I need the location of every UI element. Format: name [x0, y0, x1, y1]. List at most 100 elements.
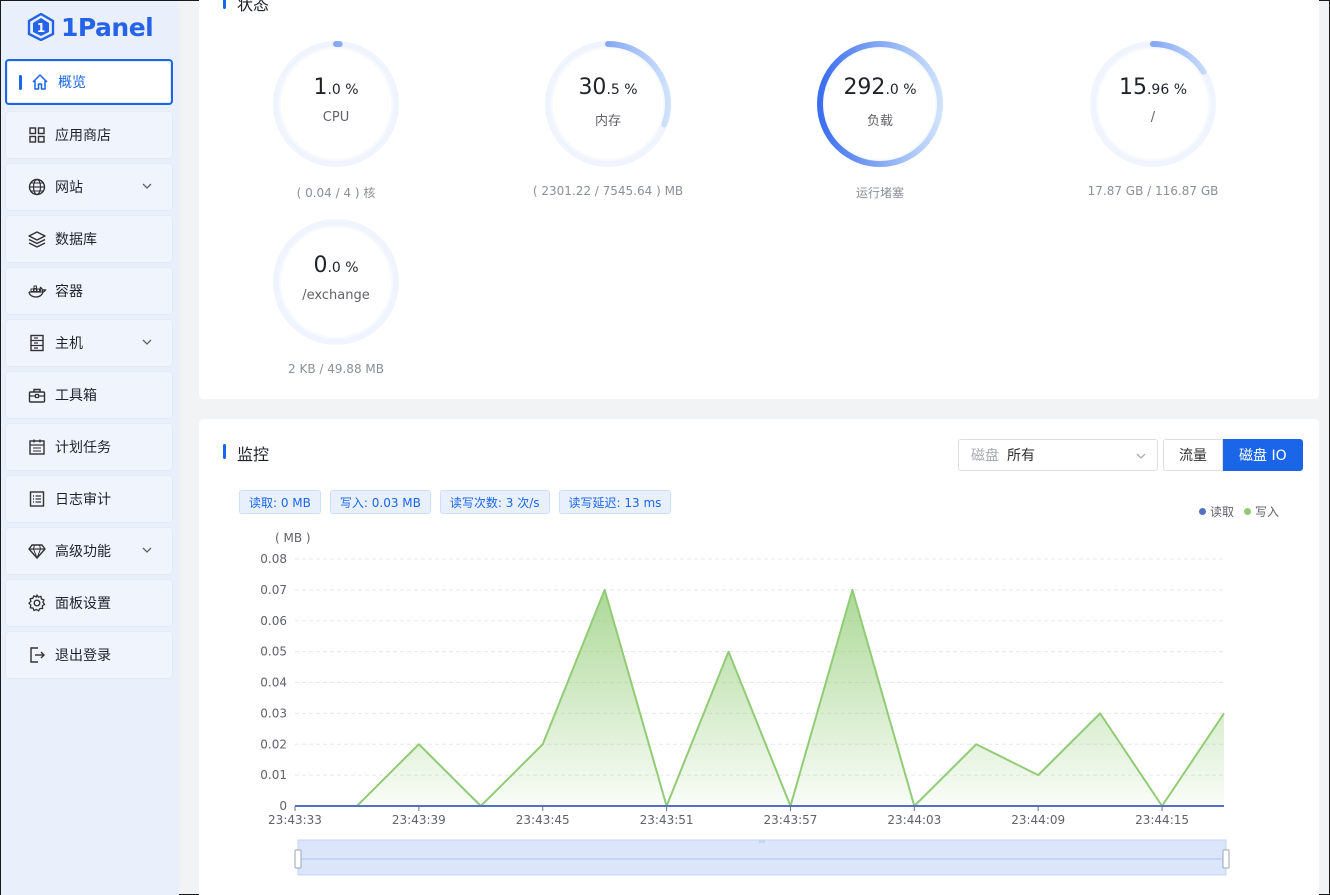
gauge-value-dec: .0 %: [327, 82, 359, 98]
zoom-slider-track[interactable]: [297, 839, 1227, 876]
gauge-sub: ( 0.04 / 4 ) 核: [296, 186, 376, 200]
gauge-sub: 运行堵塞: [855, 186, 904, 200]
gauge-value-int: 15: [1118, 75, 1147, 100]
read-tag: 读取: 0 MB: [239, 490, 321, 514]
gauge-value-int: 292: [843, 75, 886, 100]
sidebar-item-7[interactable]: 计划任务: [5, 423, 173, 471]
sidebar-menu: 概览应用商店网站数据库容器主机工具箱计划任务日志审计高级功能面板设置退出登录: [1, 59, 179, 679]
y-tick-label: 0.02: [260, 737, 287, 751]
sidebar-item-5[interactable]: 主机: [5, 319, 173, 367]
sidebar-item-label: 计划任务: [55, 440, 111, 456]
zoom-handle-left[interactable]: [294, 849, 302, 869]
sidebar-item-1[interactable]: 应用商店: [5, 111, 173, 159]
layers-icon: [27, 229, 47, 249]
status-card: 状态 1.0 % CPU( 0.04 / 4 ) 核 30.5 % 内存( 2301.…: [199, 0, 1319, 399]
gauge-sub: ( 2301.22 / 7545.64 ) MB: [532, 184, 684, 198]
disk-io-button[interactable]: 磁盘 IO: [1223, 439, 1303, 471]
sidebar-item-label: 数据库: [55, 232, 97, 248]
chevron-down-icon: [141, 180, 153, 192]
gauge-value: 1.0 %: [256, 75, 416, 100]
chevron-down-icon: [1136, 453, 1146, 459]
sidebar-item-9[interactable]: 高级功能: [5, 527, 173, 575]
sidebar-item-4[interactable]: 容器: [5, 267, 173, 315]
write-series-area: [295, 589, 1224, 806]
monitor-title: 监控: [222, 441, 269, 465]
sidebar-item-label: 面板设置: [55, 596, 111, 612]
x-tick-label: 23:43:39: [392, 813, 446, 827]
gauge-value-dec: .96 %: [1146, 82, 1188, 98]
zoom-handle-right[interactable]: [1222, 849, 1230, 869]
docker-icon: [27, 281, 47, 301]
gear-icon: [27, 593, 47, 613]
sidebar-item-3[interactable]: 数据库: [5, 215, 173, 263]
gauge-ring: [273, 41, 399, 167]
sidebar-item-label: 日志审计: [55, 492, 111, 508]
legend-read-label: 读取: [1210, 505, 1235, 519]
sidebar-item-label: 工具箱: [55, 388, 97, 404]
x-tick-label: 23:43:45: [516, 813, 570, 827]
traffic-button[interactable]: 流量: [1163, 439, 1223, 471]
home-icon: [30, 72, 50, 92]
chevron-down-icon: [141, 544, 153, 556]
gauge-0: 1.0 % CPU ( 0.04 / 4 ) 核: [271, 39, 401, 200]
calendar-icon: [27, 437, 47, 457]
sidebar-item-label: 网站: [55, 180, 83, 196]
disk-select[interactable]: 磁盘 所有: [958, 439, 1158, 471]
sidebar-item-8[interactable]: 日志审计: [5, 475, 173, 523]
y-axis-label: ( MB ): [275, 531, 311, 545]
sidebar-item-label: 退出登录: [55, 648, 111, 664]
sidebar: 1 1Panel 概览应用商店网站数据库容器主机工具箱计划任务日志审计高级功能面…: [1, 1, 179, 895]
list-icon: [27, 489, 47, 509]
gauge-sub: 2 KB / 49.88 MB: [288, 362, 384, 376]
sidebar-item-label: 高级功能: [55, 544, 111, 560]
x-tick-label: 23:44:15: [1135, 813, 1189, 827]
gauge-ring: [817, 41, 943, 167]
gauge-value: 15.96 %: [1073, 75, 1233, 100]
gauge-ring: [273, 219, 399, 345]
gauge-value-int: 0: [313, 253, 328, 278]
io-count-tag: 读写次数: 3 次/s: [439, 490, 550, 514]
sidebar-item-label: 主机: [55, 336, 83, 352]
write-series-line: [295, 588, 1225, 807]
y-tick-label: 0.01: [260, 768, 287, 782]
x-tick-label: 23:44:09: [1011, 813, 1065, 827]
sidebar-item-2[interactable]: 网站: [5, 163, 173, 211]
gauge-ring: [545, 41, 671, 167]
disk-io-chart: 0 0.01 0.02 0.03 0.04 0.05 0.06 0.07 0.08 ( MB ) 2…: [260, 531, 1230, 876]
gauge-value-dec: .0 %: [885, 82, 917, 98]
diamond-icon: [27, 541, 47, 561]
legend-write[interactable]: 写入: [1244, 503, 1279, 520]
globe-icon: [27, 177, 47, 197]
sidebar-item-label: 容器: [55, 284, 83, 300]
logo[interactable]: 1 1Panel: [1, 1, 179, 53]
sidebar-item-label: 概览: [58, 75, 86, 91]
sidebar-item-0[interactable]: 概览: [5, 59, 173, 105]
y-tick-label: 0.08: [260, 552, 287, 566]
disk-select-value: 所有: [1007, 448, 1035, 464]
monitor-type-toggle: 流量 磁盘 IO: [1163, 439, 1303, 471]
gauge-4: 0.0 % /exchange 2 KB / 49.88 MB: [271, 217, 401, 376]
zoom-grip: [759, 840, 765, 843]
logout-icon: [27, 645, 47, 665]
io-stats-tags: 读取: 0 MB 写入: 0.03 MB 读写次数: 3 次/s 读写延迟: 1…: [239, 490, 672, 514]
gauge-value-dec: .5 %: [606, 82, 638, 98]
legend-write-dot: [1244, 508, 1252, 515]
legend-read-dot: [1199, 508, 1206, 515]
gauge-2: 292.0 % 负载 运行堵塞: [815, 39, 945, 200]
gauge-value: 0.0 %: [256, 253, 416, 278]
y-tick-label: 0.04: [260, 676, 287, 690]
gauge-value-int: 30: [578, 75, 607, 100]
sidebar-item-6[interactable]: 工具箱: [5, 371, 173, 419]
sidebar-item-11[interactable]: 退出登录: [5, 631, 173, 679]
gauge-value-dec: .0 %: [327, 260, 359, 276]
gauge-value: 30.5 %: [528, 75, 688, 100]
y-tick-label: 0: [279, 799, 287, 813]
gauge-label: CPU: [322, 110, 350, 125]
x-tick-label: 23:43:33: [268, 813, 322, 827]
y-tick-label: 0.05: [260, 645, 287, 659]
sidebar-item-10[interactable]: 面板设置: [5, 579, 173, 627]
gauge-label: 内存: [594, 114, 621, 129]
legend-read[interactable]: 读取: [1199, 503, 1234, 520]
toolbox-icon: [27, 385, 47, 405]
gauge-1: 30.5 % 内存 ( 2301.22 / 7545.64 ) MB: [533, 39, 683, 198]
